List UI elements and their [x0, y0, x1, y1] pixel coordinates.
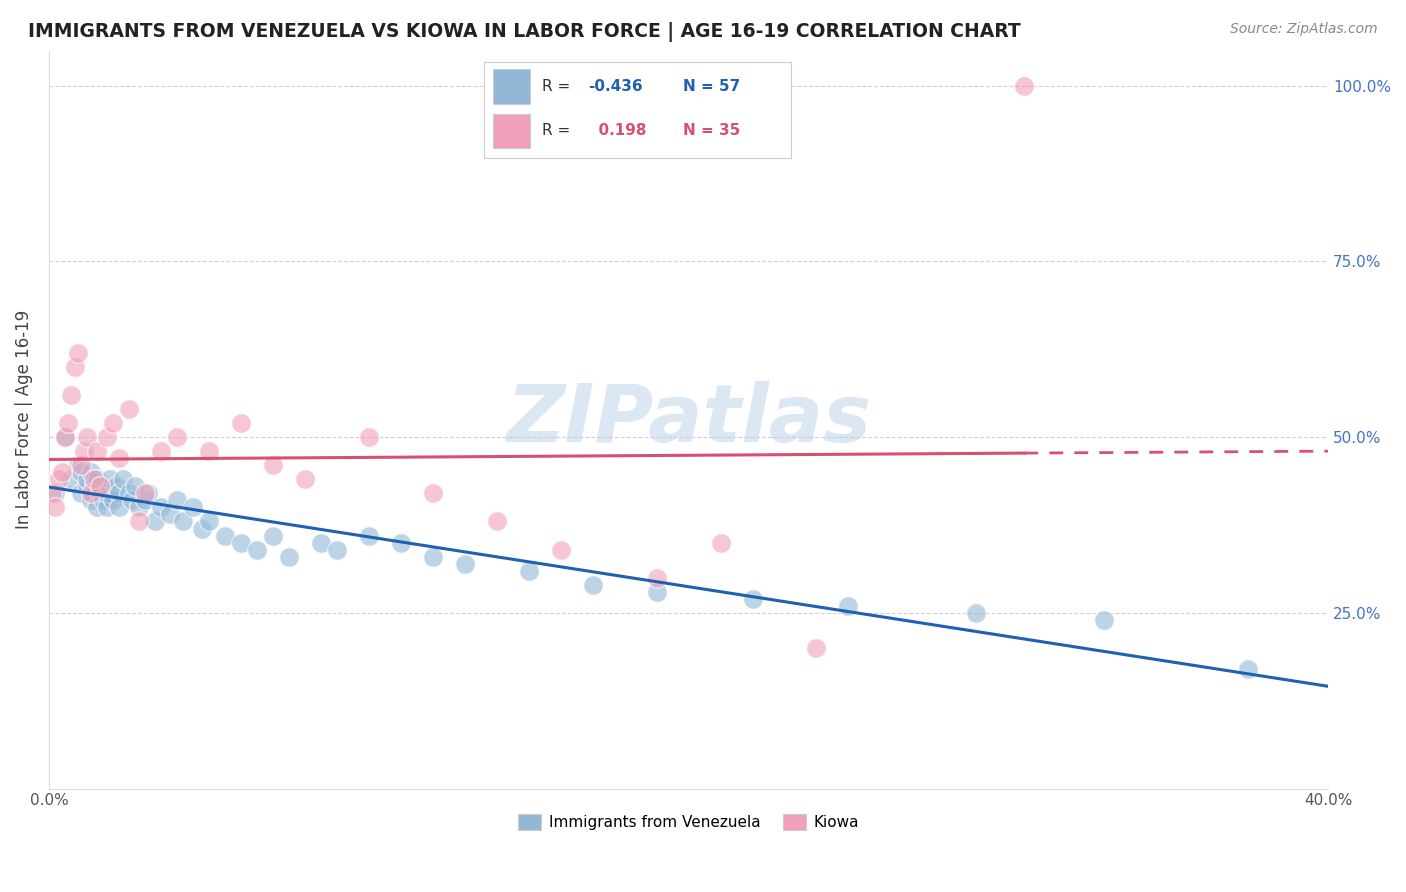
Point: [389, 535, 412, 549]
Point: [191, 522, 214, 536]
Point: [51, 465, 73, 479]
Point: [214, 528, 236, 542]
Point: [89, 479, 111, 493]
Point: [149, 444, 172, 458]
Point: [422, 549, 444, 564]
Point: [56, 416, 79, 430]
Point: [357, 430, 380, 444]
Point: [262, 528, 284, 542]
Point: [143, 515, 166, 529]
Point: [709, 535, 731, 549]
Point: [118, 402, 141, 417]
Point: [79, 486, 101, 500]
Point: [108, 500, 131, 515]
Point: [91, 493, 114, 508]
Point: [70, 486, 93, 500]
Point: [76, 430, 98, 444]
Text: ZIPatlas: ZIPatlas: [506, 381, 872, 458]
Point: [105, 479, 128, 493]
Point: [136, 486, 159, 500]
Point: [172, 515, 194, 529]
Point: [101, 493, 124, 508]
Point: [965, 606, 987, 620]
Point: [79, 493, 101, 508]
Point: [48, 472, 70, 486]
Point: [89, 486, 111, 500]
Point: [44, 500, 66, 515]
Point: [134, 493, 156, 508]
Point: [73, 444, 96, 458]
Point: [166, 493, 188, 508]
Point: [1237, 662, 1260, 676]
Point: [645, 584, 668, 599]
Point: [124, 479, 146, 493]
Point: [128, 515, 150, 529]
Point: [44, 486, 66, 500]
Point: [76, 479, 98, 493]
Point: [41, 486, 63, 500]
Legend: Immigrants from Venezuela, Kiowa: Immigrants from Venezuela, Kiowa: [512, 808, 865, 836]
Point: [128, 500, 150, 515]
Point: [357, 528, 380, 542]
Point: [326, 542, 349, 557]
Point: [309, 535, 332, 549]
Point: [517, 564, 540, 578]
Point: [66, 346, 89, 360]
Point: [101, 416, 124, 430]
Point: [422, 486, 444, 500]
Point: [581, 578, 603, 592]
Point: [86, 444, 108, 458]
Point: [550, 542, 572, 557]
Point: [134, 486, 156, 500]
Point: [166, 430, 188, 444]
Point: [229, 535, 252, 549]
Point: [60, 388, 83, 402]
Point: [98, 472, 121, 486]
Point: [70, 458, 93, 473]
Point: [108, 451, 131, 466]
Point: [86, 500, 108, 515]
Point: [294, 472, 316, 486]
Point: [198, 444, 221, 458]
Point: [60, 472, 83, 486]
Point: [96, 500, 118, 515]
Point: [485, 515, 508, 529]
Point: [198, 515, 221, 529]
Point: [229, 416, 252, 430]
Point: [121, 493, 143, 508]
Point: [277, 549, 299, 564]
Point: [454, 557, 477, 571]
Point: [118, 486, 141, 500]
Point: [76, 472, 98, 486]
Point: [89, 479, 111, 493]
Text: Source: ZipAtlas.com: Source: ZipAtlas.com: [1230, 22, 1378, 37]
Point: [149, 500, 172, 515]
Point: [111, 472, 134, 486]
Point: [70, 465, 93, 479]
Point: [1092, 613, 1115, 627]
Point: [246, 542, 269, 557]
Point: [181, 500, 204, 515]
Point: [645, 571, 668, 585]
Point: [741, 591, 763, 606]
Point: [79, 465, 101, 479]
Y-axis label: In Labor Force | Age 16-19: In Labor Force | Age 16-19: [15, 310, 32, 529]
Point: [83, 479, 105, 493]
Text: IMMIGRANTS FROM VENEZUELA VS KIOWA IN LABOR FORCE | AGE 16-19 CORRELATION CHART: IMMIGRANTS FROM VENEZUELA VS KIOWA IN LA…: [28, 22, 1021, 42]
Point: [63, 359, 86, 374]
Point: [108, 486, 131, 500]
Point: [83, 472, 105, 486]
Point: [837, 599, 859, 613]
Point: [806, 640, 828, 655]
Point: [66, 458, 89, 473]
Point: [1014, 78, 1036, 93]
Point: [86, 472, 108, 486]
Point: [262, 458, 284, 473]
Point: [159, 508, 181, 522]
Point: [53, 430, 76, 444]
Point: [96, 430, 118, 444]
Point: [53, 430, 76, 444]
Point: [96, 486, 118, 500]
